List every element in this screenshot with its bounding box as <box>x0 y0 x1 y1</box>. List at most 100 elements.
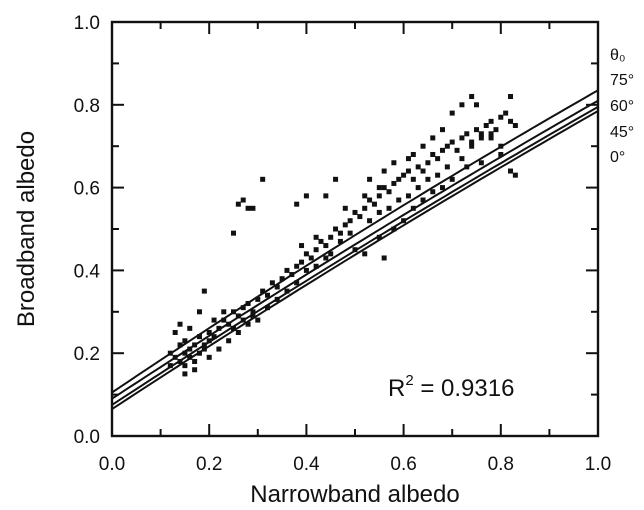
data-point <box>357 214 363 220</box>
data-point <box>177 342 183 348</box>
data-point <box>274 284 280 290</box>
data-point <box>367 176 373 182</box>
data-points <box>167 94 518 377</box>
legend-entry: 45° <box>610 124 634 141</box>
data-point <box>323 243 329 249</box>
data-point <box>508 168 514 174</box>
data-point <box>167 350 173 356</box>
data-point <box>381 168 387 174</box>
legend-entry: 0° <box>610 149 625 166</box>
data-point <box>420 168 426 174</box>
data-point <box>430 151 436 157</box>
axis-ticks <box>111 21 599 437</box>
data-point <box>362 205 368 211</box>
data-point <box>410 151 416 157</box>
data-point <box>362 193 368 199</box>
data-point <box>299 259 305 265</box>
data-point <box>444 164 450 170</box>
data-point <box>420 143 426 149</box>
data-point <box>167 363 173 369</box>
data-point <box>255 296 261 302</box>
data-point <box>488 135 494 141</box>
x-tick-labels: 0.0 0.2 0.4 0.6 0.8 1.0 <box>99 454 611 475</box>
data-point <box>303 193 309 199</box>
data-point <box>474 102 479 108</box>
data-point <box>269 280 275 286</box>
x-tick-label: 0.0 <box>99 454 125 475</box>
y-tick-labels: 0.0 0.2 0.4 0.6 0.8 1.0 <box>74 13 101 448</box>
data-point <box>240 197 246 203</box>
data-point <box>454 147 460 153</box>
data-point <box>303 267 309 273</box>
data-point <box>182 338 188 344</box>
data-point <box>211 334 217 340</box>
data-point <box>187 354 193 360</box>
data-point <box>425 160 431 166</box>
data-point <box>493 127 499 133</box>
data-point <box>449 110 455 116</box>
data-point <box>376 209 382 215</box>
data-point <box>318 238 324 244</box>
data-point <box>289 272 295 278</box>
data-point <box>245 301 251 307</box>
data-point <box>376 234 382 240</box>
data-point <box>177 321 183 327</box>
data-point <box>371 201 377 207</box>
data-point <box>469 94 475 100</box>
data-point <box>294 280 300 286</box>
data-point <box>265 292 271 298</box>
data-point <box>196 334 202 340</box>
data-point <box>206 338 212 344</box>
data-point <box>439 127 445 133</box>
data-point <box>405 168 411 174</box>
data-point <box>474 127 479 133</box>
data-point <box>313 234 319 240</box>
data-point <box>396 176 402 182</box>
data-point <box>226 321 232 327</box>
data-point <box>376 193 382 199</box>
data-point <box>503 110 509 116</box>
data-point <box>192 342 198 348</box>
data-point <box>211 317 217 323</box>
data-point <box>308 255 314 261</box>
data-point <box>177 358 183 364</box>
data-point <box>337 230 343 236</box>
r-squared-sup: 2 <box>405 372 413 389</box>
legend-entry: 75° <box>610 72 634 89</box>
data-point <box>187 346 193 352</box>
data-point <box>396 197 402 203</box>
legend-title: θ₀ <box>610 47 626 64</box>
data-point <box>362 251 368 257</box>
x-axis-title: Narrowband albedo <box>250 481 459 508</box>
data-point <box>333 176 339 182</box>
data-point <box>512 172 518 178</box>
data-point <box>430 135 436 141</box>
data-point <box>299 243 305 249</box>
x-tick-label: 0.2 <box>196 454 222 475</box>
data-point <box>459 102 465 108</box>
data-point <box>255 317 261 323</box>
data-point <box>498 114 504 120</box>
data-point <box>410 205 416 211</box>
data-point <box>425 176 431 182</box>
data-point <box>284 288 290 294</box>
data-point <box>401 218 407 224</box>
data-point <box>405 156 411 162</box>
data-point <box>342 222 348 228</box>
data-point <box>303 251 309 257</box>
data-point <box>196 350 202 356</box>
data-point <box>435 172 441 178</box>
data-point <box>226 338 232 344</box>
data-point <box>478 131 484 137</box>
data-point <box>391 180 397 186</box>
data-point <box>250 309 256 315</box>
data-point <box>192 367 198 373</box>
data-point <box>313 263 319 269</box>
r-squared-rest: = 0.9316 <box>414 375 515 402</box>
data-point <box>235 313 241 319</box>
x-tick-label: 0.8 <box>488 454 514 475</box>
data-point <box>444 143 450 149</box>
data-point <box>352 209 358 215</box>
x-tick-label: 0.4 <box>293 454 320 475</box>
